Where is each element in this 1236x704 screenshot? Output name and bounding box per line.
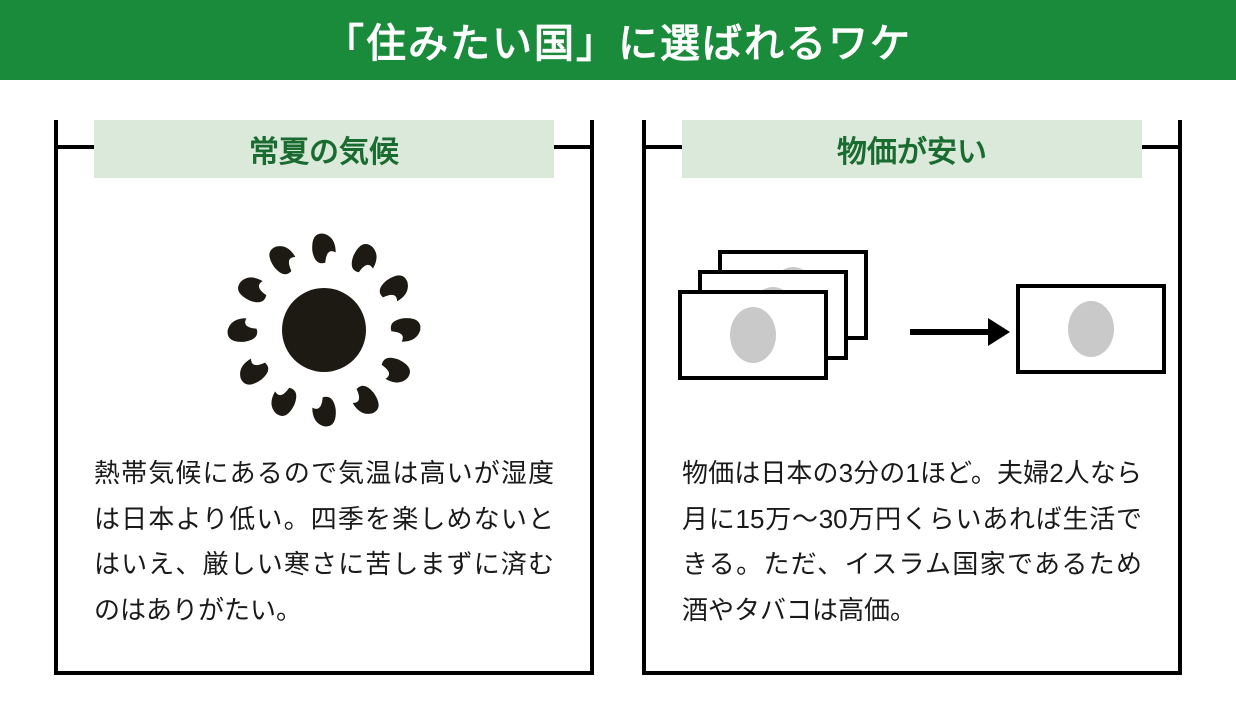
card-icon-area [90, 178, 558, 451]
sun-ray [373, 269, 415, 309]
sun-ray [311, 394, 337, 428]
card-icon-area [678, 178, 1146, 451]
banknote-oval [730, 307, 776, 363]
banknote-icon [1016, 284, 1166, 374]
cards-row: 常夏の気候 熱帯気 [0, 80, 1236, 675]
sun-ray [373, 350, 415, 390]
card-prices: 物価が安い 物価は日本の3分の1ほど。夫婦2人なら月に15万〜30万円くらいあれ… [642, 120, 1182, 675]
card-body-text: 熱帯気候にあるので気温は高いが湿度は日本より低い。四季を楽しめないとはいえ、厳し… [90, 451, 558, 643]
sun-ray [388, 317, 422, 343]
sun-ray [264, 238, 304, 280]
card-body-text: 物価は日本の3分の1ほど。夫婦2人なら月に15万〜30万円くらいあれば生活できる… [678, 451, 1146, 643]
sun-ray [311, 232, 337, 266]
banner-title: 「住みたい国」に選ばれるワケ [324, 11, 912, 69]
arrow-right-icon [910, 318, 1010, 346]
sun-ray [345, 378, 385, 420]
sun-ray [233, 269, 275, 309]
sun-icon [224, 230, 424, 430]
sun-ray [264, 378, 304, 420]
card-header: 物価が安い [682, 120, 1142, 178]
sun-ray [345, 238, 385, 280]
sun-ray [233, 350, 275, 390]
sun-ray [226, 317, 260, 343]
money-exchange-icon [678, 240, 1146, 420]
sun-core [282, 288, 366, 372]
card-title: 常夏の気候 [249, 127, 399, 171]
card-header: 常夏の気候 [94, 120, 554, 178]
banknote-icon [678, 290, 828, 380]
card-climate: 常夏の気候 熱帯気 [54, 120, 594, 675]
banknote-oval [1068, 301, 1114, 357]
card-title: 物価が安い [837, 127, 987, 171]
page-banner: 「住みたい国」に選ばれるワケ [0, 0, 1236, 80]
